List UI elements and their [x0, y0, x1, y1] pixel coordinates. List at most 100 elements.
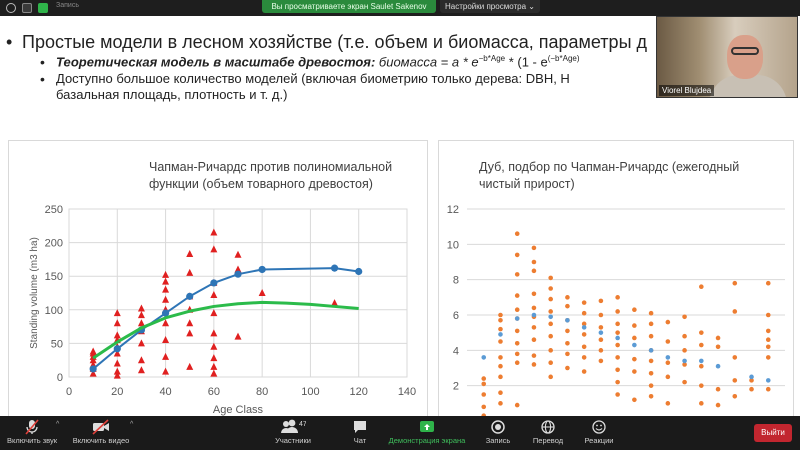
- reactions-button[interactable]: Реакции: [580, 416, 618, 450]
- chapman-richards-line: [92, 267, 359, 370]
- view-options-button[interactable]: Настройки просмотра ⌄: [440, 0, 540, 13]
- observation-triangle: [210, 362, 218, 370]
- observation-triangle: [210, 228, 218, 236]
- plot-area: [68, 208, 408, 378]
- fitted-increment-dot: [581, 325, 587, 330]
- observed-increment-dot: [598, 348, 604, 353]
- observed-increment-dot: [498, 355, 503, 360]
- record-button[interactable]: Запись: [480, 416, 516, 450]
- observed-increment-dot: [765, 344, 771, 350]
- observed-increment-dot: [699, 330, 704, 335]
- start-video-button[interactable]: Включить видео: [68, 416, 134, 450]
- chart-title-line1: Дуб, подбор по Чапман-Ричардс (ежегодный: [479, 160, 740, 174]
- observed-increment-dot: [765, 355, 771, 360]
- chart-title-line2: функции (объем товарного древостоя): [149, 177, 373, 191]
- observed-increment-dot: [715, 386, 721, 392]
- formula-middle: * (1 - e: [505, 54, 548, 70]
- y-tick-label: 4: [453, 345, 459, 357]
- formula-exponent-2: (−b*Age): [547, 54, 580, 63]
- observation-triangle: [113, 371, 121, 379]
- observed-increment-dot: [648, 358, 654, 364]
- observation-triangle: [137, 304, 145, 312]
- polynomial-curve: [92, 300, 359, 360]
- observed-increment-dot: [548, 360, 553, 365]
- unmute-label: Включить звук: [6, 436, 58, 445]
- observed-increment-dot: [632, 397, 637, 403]
- observation-triangle: [89, 347, 97, 355]
- encryption-icon[interactable]: [38, 3, 48, 13]
- observed-increment-dot: [648, 321, 654, 327]
- chart-panel-chapman-vs-poly: Чапман-Ричардс против полиномиальной фун…: [8, 140, 428, 416]
- observed-increment-dot: [598, 358, 604, 364]
- chat-button[interactable]: Чат: [340, 416, 380, 450]
- observation-triangle: [234, 332, 242, 340]
- info-icon[interactable]: [6, 3, 16, 13]
- record-label: Запись: [485, 436, 511, 445]
- observed-increment-dot: [765, 328, 771, 334]
- observed-increment-dot: [498, 312, 503, 318]
- bullet-models-line2: базальная площадь, плотность и т. д.): [56, 87, 288, 102]
- observed-increment-dot: [514, 272, 520, 277]
- participant-video[interactable]: Viorel Blujdea: [656, 16, 798, 98]
- y-tick-label: 50: [51, 338, 63, 350]
- observed-increment-dot: [498, 326, 503, 332]
- observed-increment-dot: [665, 374, 671, 380]
- observation-triangle: [137, 339, 145, 347]
- observed-increment-dot: [682, 333, 687, 339]
- formula-exponent: −b*Age: [478, 54, 506, 63]
- observed-increment-dot: [531, 353, 537, 358]
- observed-increment-dot: [498, 401, 503, 406]
- observed-increment-dot: [632, 307, 637, 312]
- chevron-up-icon[interactable]: ^: [56, 421, 60, 428]
- unmute-button[interactable]: Включить звук: [0, 416, 64, 450]
- bullet-dot: •: [40, 71, 45, 87]
- observed-increment-dot: [732, 378, 738, 383]
- chapman-richards-point: [186, 292, 194, 300]
- observed-increment-dot: [481, 381, 487, 387]
- observation-triangle: [89, 369, 97, 377]
- fitted-increment-dot: [481, 355, 487, 360]
- observed-increment-dot: [481, 413, 487, 416]
- chapman-richards-point: [89, 365, 97, 373]
- observed-increment-dot: [548, 275, 553, 281]
- x-tick-label: 140: [398, 386, 416, 398]
- observed-increment-dot: [699, 342, 704, 348]
- observation-triangle: [113, 309, 121, 317]
- observed-increment-dot: [565, 328, 570, 334]
- fitted-increment-dot: [699, 358, 704, 364]
- observation-triangle: [331, 299, 339, 307]
- observed-increment-dot: [481, 392, 487, 397]
- bullet-model-bold: Теоретическая модель в масштабе древосто…: [56, 54, 376, 70]
- video-person-glasses: [731, 47, 759, 55]
- observed-increment-dot: [581, 355, 587, 360]
- observed-increment-dot: [581, 332, 587, 337]
- chapman-richards-point: [355, 267, 363, 276]
- observed-increment-dot: [481, 404, 487, 410]
- observed-increment-dot: [732, 355, 738, 360]
- smiley-icon: [580, 416, 618, 434]
- chapman-richards-point: [258, 265, 266, 274]
- leave-button[interactable]: Выйти: [754, 424, 792, 442]
- observed-increment-dot: [498, 318, 503, 323]
- reactions-label: Реакции: [584, 436, 614, 445]
- participants-label: Участники: [275, 436, 311, 445]
- fitted-increment-dot: [498, 332, 503, 337]
- chat-label: Чат: [353, 436, 367, 445]
- observed-increment-dot: [531, 305, 537, 311]
- observed-increment-dot: [749, 386, 754, 392]
- share-screen-button[interactable]: Демонстрация экрана: [386, 416, 468, 450]
- observed-increment-dot: [565, 340, 570, 346]
- participants-button[interactable]: 47 Участники: [268, 416, 318, 450]
- participants-count: 47: [299, 421, 306, 428]
- y-tick-label: 12: [447, 204, 459, 216]
- observed-increment-dot: [648, 310, 654, 316]
- observed-increment-dot: [765, 312, 771, 318]
- observed-increment-dot: [615, 309, 620, 314]
- translate-button[interactable]: Перевод: [528, 416, 568, 450]
- observed-increment-dot: [615, 295, 620, 300]
- shield-icon[interactable]: [22, 3, 32, 13]
- share-screen-icon: [386, 416, 468, 434]
- chapman-richards-point: [161, 309, 170, 317]
- chevron-up-icon[interactable]: ^: [130, 421, 134, 428]
- observed-increment-dot: [715, 335, 721, 341]
